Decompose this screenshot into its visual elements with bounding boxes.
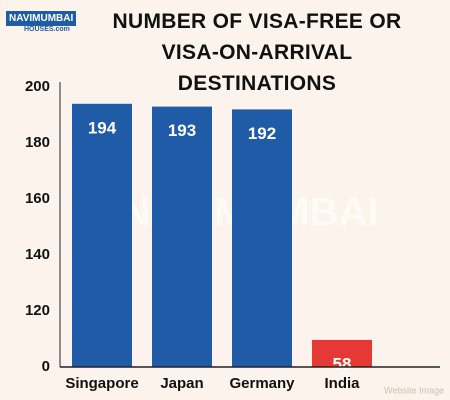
y-tick-label: 160 [25,190,50,207]
x-tick-label: India [324,375,360,392]
y-tick-label: 180 [25,134,50,151]
logo-sub: HOUSES.com [24,26,70,33]
bar [312,339,372,367]
logo-name: NAVIMUMBAI [6,11,77,26]
y-tick-label: 200 [25,78,50,95]
chart-title: NUMBER OF VISA-FREE OR VISA-ON-ARRIVAL D… [112,10,402,95]
value-label: 193 [168,121,196,140]
bar [232,109,292,368]
x-tick-label: Japan [160,375,203,392]
logo: NAVIMUMBAI HOUSES.com [6,8,80,38]
x-tick-label: Singapore [65,375,138,392]
y-tick-label: 140 [25,246,50,263]
bar [152,106,212,367]
bar [72,103,132,368]
credit: Website Image [384,385,444,395]
value-label: 58 [333,354,352,373]
y-tick-label: 120 [25,302,50,319]
value-label: 194 [88,118,117,137]
y-tick-label: 0 [42,358,50,375]
x-tick-label: Germany [229,375,295,392]
value-label: 192 [248,124,276,143]
